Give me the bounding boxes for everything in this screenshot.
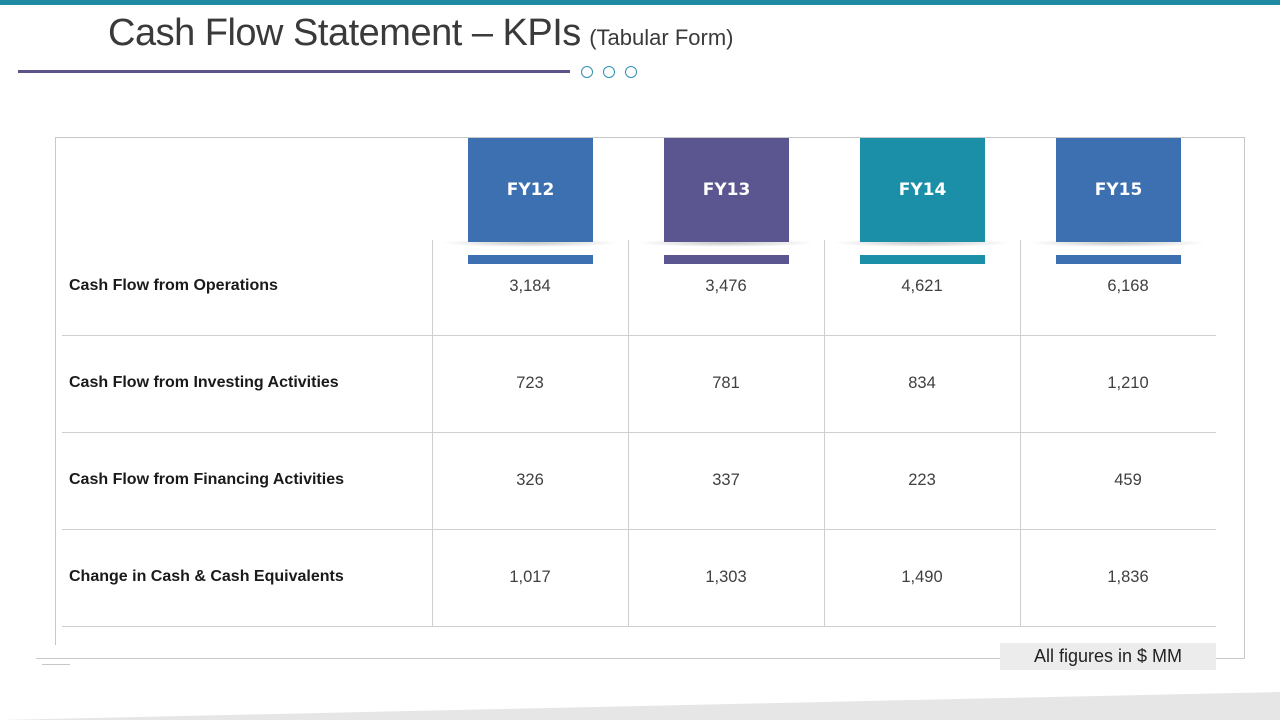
table-cell: 4,621 [901, 277, 943, 295]
row-divider [62, 335, 1216, 336]
decor-dot-icon [603, 66, 615, 78]
decor-dot-icon [625, 66, 637, 78]
table-cell: 337 [712, 471, 740, 489]
table-cell: 3,476 [705, 277, 747, 295]
row-label-change-in-cash: Change in Cash & Cash Equivalents [69, 568, 344, 585]
column-header-strip [1056, 255, 1181, 264]
frame-decor-line [42, 664, 70, 665]
column-header-fy12: FY12 [468, 138, 593, 242]
column-divider [628, 240, 629, 626]
row-label-investing: Cash Flow from Investing Activities [69, 374, 339, 391]
page-title: Cash Flow Statement – KPIs (Tabular Form… [108, 12, 733, 55]
row-label-financing: Cash Flow from Financing Activities [69, 471, 344, 488]
units-note: All figures in $ MM [1000, 643, 1216, 670]
table-cell: 781 [712, 374, 740, 392]
title-main: Cash Flow Statement – KPIs [108, 12, 581, 54]
table-cell: 459 [1114, 471, 1142, 489]
table-cell: 326 [516, 471, 544, 489]
column-divider [432, 240, 433, 626]
table-cell: 1,303 [705, 568, 747, 586]
column-divider [824, 240, 825, 626]
table-cell: 223 [908, 471, 936, 489]
column-header-fy14: FY14 [860, 138, 985, 242]
column-header-strip [664, 255, 789, 264]
table-cell: 6,168 [1107, 277, 1149, 295]
table-cell: 1,017 [509, 568, 551, 586]
table-cell: 1,836 [1107, 568, 1149, 586]
table-frame [55, 137, 1245, 659]
row-divider [62, 529, 1216, 530]
decor-dot-icon [581, 66, 593, 78]
column-divider [1020, 240, 1021, 626]
table-cell: 723 [516, 374, 544, 392]
row-label-operations: Cash Flow from Operations [69, 277, 278, 294]
title-subtitle: (Tabular Form) [589, 25, 734, 50]
column-header-strip [860, 255, 985, 264]
top-accent-bar [0, 0, 1280, 5]
column-header-fy13: FY13 [664, 138, 789, 242]
column-header-fy15: FY15 [1056, 138, 1181, 242]
row-divider [62, 626, 1216, 627]
column-header-strip [468, 255, 593, 264]
table-cell: 1,210 [1107, 374, 1149, 392]
table-cell: 3,184 [509, 277, 551, 295]
frame-decor-line [36, 658, 76, 659]
title-underline [18, 70, 570, 73]
table-cell: 834 [908, 374, 936, 392]
table-cell: 1,490 [901, 568, 943, 586]
row-divider [62, 432, 1216, 433]
